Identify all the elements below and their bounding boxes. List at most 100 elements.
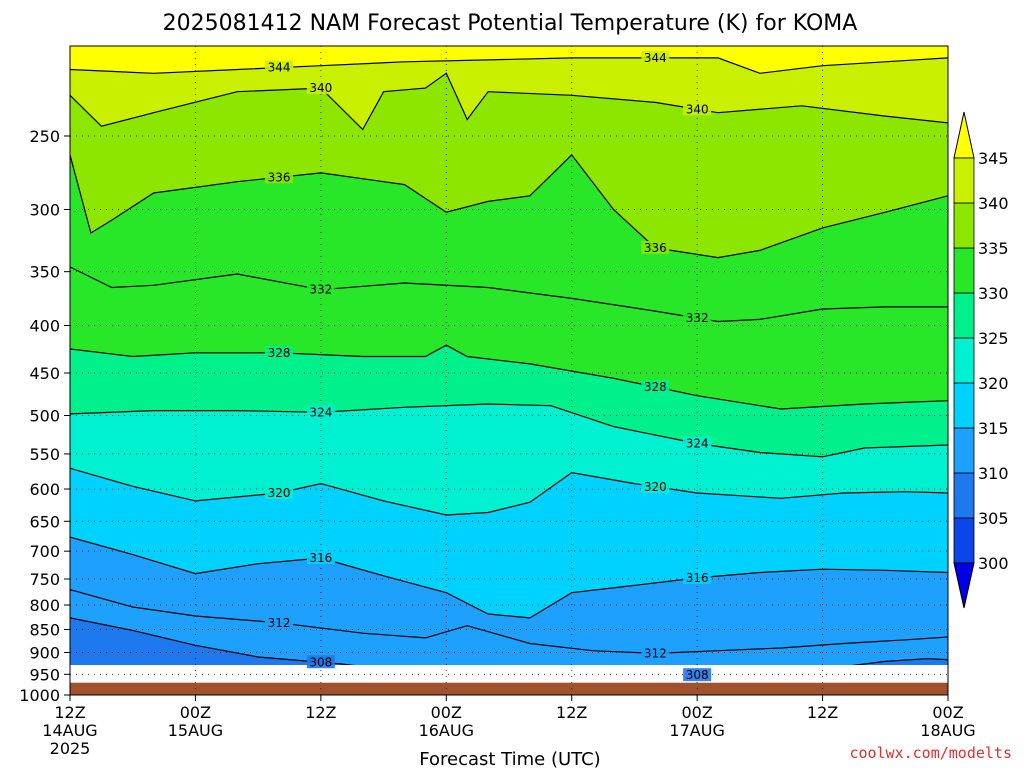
y-tick-label: 450	[29, 364, 60, 383]
contour-label-bg	[306, 655, 335, 669]
y-tick-label: 300	[29, 201, 60, 220]
y-tick-label: 800	[29, 596, 60, 615]
x-tick-date: 18AUG	[920, 721, 975, 740]
contour-label-328: 328	[268, 346, 291, 360]
colorbar-label: 315	[978, 419, 1009, 438]
y-tick-label: 550	[29, 445, 60, 464]
contour-label-308: 308	[309, 655, 332, 669]
contour-label-bg	[265, 345, 294, 359]
contour-label-bg	[683, 311, 712, 325]
contour-308	[70, 617, 948, 665]
y-tick-label: 850	[29, 620, 60, 639]
contour-332	[70, 266, 948, 323]
contour-label-324: 324	[686, 437, 709, 451]
y-tick-label: 250	[29, 127, 60, 146]
y-tick-label: 400	[29, 317, 60, 336]
contour-324	[70, 403, 948, 458]
contour-label-bg	[306, 81, 335, 95]
colorbar-label: 325	[978, 329, 1009, 348]
contour-label-336: 336	[644, 241, 667, 255]
contour-label-bg	[683, 570, 712, 584]
contour-label-312: 312	[268, 616, 291, 630]
contour-label-344: 344	[644, 51, 667, 65]
colorbar-segment	[953, 247, 975, 294]
x-tick-label: 00Z	[681, 703, 712, 722]
colorbar-segment	[953, 382, 975, 429]
y-tick-label: 1000	[19, 686, 60, 705]
y-tick-label: 500	[29, 406, 60, 425]
contour-label-bg	[683, 436, 712, 450]
x-tick-date: 16AUG	[419, 721, 474, 740]
contour-344	[70, 57, 948, 74]
contour-label-bg	[265, 615, 294, 629]
contour-label-bg	[683, 102, 712, 116]
contour-label-320: 320	[268, 486, 291, 500]
contour-label-328: 328	[644, 380, 667, 394]
contour-label-344: 344	[268, 61, 291, 75]
contour-label-bg	[641, 50, 670, 64]
colorbar-label: 340	[978, 194, 1009, 213]
contour-label-340: 340	[686, 102, 709, 116]
colorbar: 300 305 310 315 320 325 330 335 340 345	[953, 111, 1009, 609]
contour-label-336: 336	[268, 170, 291, 184]
x-tick-year: 2025	[50, 739, 91, 758]
contour-label-bg	[641, 380, 670, 394]
contour-label-bg	[641, 646, 670, 660]
x-tick-label: 00Z	[431, 703, 462, 722]
colorbar-segment	[953, 157, 975, 204]
contour-label-bg	[265, 60, 294, 74]
x-tick-label: 12Z	[54, 703, 85, 722]
band-308	[70, 617, 948, 665]
contour-label-bg	[306, 551, 335, 565]
x-tick-date: 14AUG	[42, 721, 97, 740]
y-tick-label: 950	[29, 665, 60, 684]
credit-text: coolwx.com/modelts	[849, 744, 1012, 762]
y-tick-label: 750	[29, 570, 60, 589]
contour-336	[70, 153, 948, 259]
plot-frame	[69, 45, 949, 696]
contour-label-340: 340	[309, 81, 332, 95]
contour-316	[70, 536, 948, 619]
colorbar-label: 310	[978, 464, 1009, 483]
y-tick-label: 600	[29, 480, 60, 499]
chart-title: 2025081412 NAM Forecast Potential Temper…	[163, 11, 858, 36]
contour-label-320: 320	[644, 480, 667, 494]
contour-label-bg	[265, 170, 294, 184]
colorbar-bottom-triangle	[953, 562, 975, 609]
colorbar-label: 300	[978, 554, 1009, 573]
contour-label-312: 312	[644, 646, 667, 660]
x-tick-label: 00Z	[180, 703, 211, 722]
colorbar-label: 320	[978, 374, 1009, 393]
colorbar-segment	[953, 472, 975, 519]
contour-label-bg	[641, 479, 670, 493]
contour-line-layer	[70, 57, 948, 665]
ground-surface	[70, 682, 948, 695]
contour-label-316: 316	[309, 551, 332, 565]
colorbar-segment	[953, 292, 975, 339]
colorbar-label: 335	[978, 239, 1009, 258]
y-tick-label: 350	[29, 263, 60, 282]
colorbar-top-triangle	[953, 111, 975, 159]
colorbar-label: 345	[978, 149, 1009, 168]
y-tick-label: 650	[29, 512, 60, 531]
y-axis: 250 300 350 400 450 500 550 600 650 700 750 800 850 9…	[19, 127, 70, 705]
contour-328	[70, 344, 948, 410]
x-tick-label: 00Z	[932, 703, 963, 722]
x-tick-date: 15AUG	[168, 721, 223, 740]
contour-label-layer: 344 344 340 340 336 336 332 332 328 328 324 324 320 3…	[265, 50, 712, 682]
contour-label-bg	[306, 405, 335, 419]
contour-label-324: 324	[309, 405, 332, 419]
x-axis-label: Forecast Time (UTC)	[419, 749, 600, 768]
band-312	[70, 589, 948, 665]
contour-340	[70, 72, 948, 131]
contour-label-316: 316	[686, 571, 709, 585]
colorbar-label: 330	[978, 284, 1009, 303]
contour-320	[70, 467, 948, 516]
y-tick-label: 900	[29, 644, 60, 663]
x-tick-label: 12Z	[305, 703, 336, 722]
contour-label-332: 332	[309, 283, 332, 297]
colorbar-segment	[953, 202, 975, 249]
x-tick-date: 17AUG	[669, 721, 724, 740]
x-tick-label: 12Z	[556, 703, 587, 722]
